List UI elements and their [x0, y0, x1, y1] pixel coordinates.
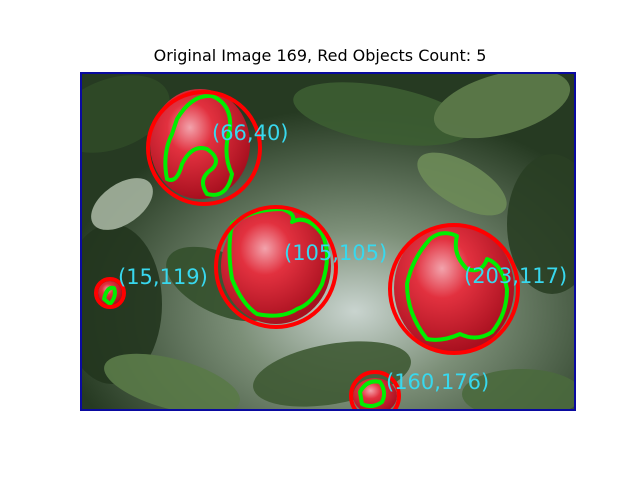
apple-3: [394, 223, 514, 353]
detection-circle-1: [146, 90, 262, 206]
contour-2: [227, 207, 329, 318]
contour-4: [102, 285, 117, 306]
coordinate-label-4: (15,119): [118, 265, 208, 289]
contours: [102, 93, 509, 409]
contour-5: [358, 379, 387, 409]
detection-circle-3: [388, 223, 520, 355]
apples: [98, 89, 514, 409]
coordinate-label-2: (105,105): [284, 241, 387, 265]
coordinate-label-5: (160,176): [386, 370, 489, 394]
apple-1: [150, 89, 250, 199]
detection-circle-5: [349, 370, 401, 409]
apple-tree-photo: (66,40) (105,105) (203,117) (15,119) (16…: [82, 74, 574, 409]
coordinate-labels: (66,40) (105,105) (203,117) (15,119) (16…: [118, 121, 567, 394]
coordinate-label-3: (203,117): [464, 264, 567, 288]
figure-title: Original Image 169, Red Objects Count: 5: [153, 46, 487, 65]
apple-2: [221, 208, 331, 324]
image-frame: (66,40) (105,105) (203,117) (15,119) (16…: [80, 72, 576, 411]
detection-circle-4: [94, 277, 126, 309]
coordinate-label-1: (66,40): [212, 121, 289, 145]
detection-circles: [94, 90, 520, 409]
contour-3: [405, 231, 509, 342]
contour-1: [163, 93, 234, 197]
detection-circle-2: [214, 205, 338, 329]
